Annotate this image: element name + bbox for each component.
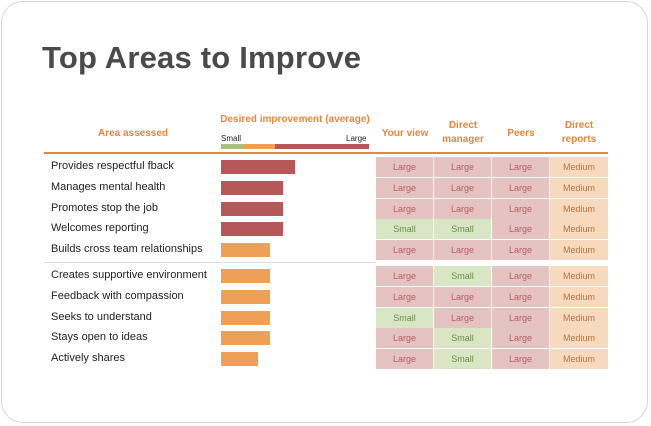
area-label: Manages mental health (51, 181, 166, 193)
rating-cell: Large (376, 240, 433, 260)
rating-cell: Medium (550, 266, 608, 286)
improvement-bar (221, 352, 258, 366)
rating-cell: Medium (550, 178, 608, 198)
rating-cell: Large (376, 178, 433, 198)
improvement-bar (221, 202, 283, 216)
table-row: Builds cross team relationships Large Larg… (0, 240, 651, 260)
improvement-bar (221, 160, 295, 174)
table-row: Promotes stop the job Large Large Large Medi… (0, 199, 651, 219)
area-label: Seeks to understand (51, 311, 152, 323)
header-divider (44, 152, 608, 154)
header-direct-manager: Direct manager (442, 120, 484, 145)
rating-cell: Medium (550, 287, 608, 307)
header-your-view: Your view (381, 128, 429, 139)
rating-cell: Large (492, 349, 549, 369)
improvement-bar (221, 181, 283, 195)
rating-cell: Medium (550, 349, 608, 369)
scale-segment-large (275, 144, 369, 149)
area-label: Promotes stop the job (51, 202, 159, 214)
group-divider (44, 262, 376, 263)
page-title: Top Areas to Improve (42, 40, 362, 75)
improvement-bar (221, 222, 283, 236)
rating-cell: Large (492, 240, 549, 260)
table-row: Stays open to ideas Large Small Large Medium (0, 328, 651, 348)
rating-cell: Large (492, 219, 549, 239)
rating-cell: Small (434, 266, 491, 286)
table-row: Welcomes reporting Small Small Large Medium (0, 219, 651, 239)
table-row: Seeks to understand Small Large Large Medium (0, 308, 651, 328)
area-label: Stays open to ideas (51, 331, 148, 343)
rating-cell: Small (434, 328, 491, 348)
rating-cell: Medium (550, 240, 608, 260)
area-label: Welcomes reporting (51, 222, 149, 234)
rating-cell: Large (376, 328, 433, 348)
table-row: Manages mental health Large Large Large Medi… (0, 178, 651, 198)
scale-segment-small (221, 144, 244, 149)
header-peers: Peers (507, 128, 535, 139)
area-label: Builds cross team relationships (51, 243, 203, 255)
table-row: Creates supportive environment Large Small… (0, 266, 651, 286)
improvement-bar (221, 269, 270, 283)
area-label: Provides respectful fback (51, 160, 174, 172)
improvement-bar (221, 290, 270, 304)
rating-cell: Small (376, 219, 433, 239)
rating-cell: Medium (550, 219, 608, 239)
improvement-bar (221, 243, 270, 257)
rating-cell: Large (376, 157, 433, 177)
area-label: Actively shares (51, 352, 125, 364)
rating-cell: Large (434, 287, 491, 307)
table-row: Feedback with compassion Large Large Large M… (0, 287, 651, 307)
rating-cell: Large (376, 266, 433, 286)
rating-cell: Large (376, 287, 433, 307)
rating-cell: Small (434, 219, 491, 239)
scale-large-label: Large (346, 134, 367, 143)
rating-cell: Medium (550, 157, 608, 177)
improvement-bar (221, 311, 270, 325)
rating-cell: Large (434, 199, 491, 219)
area-label: Creates supportive environment (51, 269, 207, 281)
rating-cell: Large (492, 308, 549, 328)
scale-segment-medium (244, 144, 275, 149)
rating-cell: Medium (550, 308, 608, 328)
rating-cell: Small (376, 308, 433, 328)
rating-cell: Large (434, 178, 491, 198)
rating-cell: Medium (550, 199, 608, 219)
rating-cell: Large (492, 328, 549, 348)
table-row: Actively shares Large Small Large Medium (0, 349, 651, 369)
rating-cell: Large (376, 199, 433, 219)
rating-cell: Large (434, 157, 491, 177)
rating-cell: Medium (550, 328, 608, 348)
area-label: Feedback with compassion (51, 290, 184, 302)
rating-cell: Small (434, 349, 491, 369)
header-area-assessed: Area assessed (97, 128, 169, 139)
rating-cell: Large (376, 349, 433, 369)
rating-cell: Large (492, 157, 549, 177)
improvement-bar (221, 331, 270, 345)
rating-cell: Large (492, 199, 549, 219)
table-row: Provides respectful fback Large Large Large… (0, 157, 651, 177)
rating-cell: Large (492, 266, 549, 286)
rating-cell: Large (492, 178, 549, 198)
rating-cell: Large (434, 308, 491, 328)
scale-small-label: Small (221, 134, 242, 143)
header-desired-improvement: Desired improvement (average) (220, 114, 370, 125)
rating-cell: Large (434, 240, 491, 260)
rating-cell: Large (492, 287, 549, 307)
header-direct-reports: Direct reports (561, 120, 597, 145)
